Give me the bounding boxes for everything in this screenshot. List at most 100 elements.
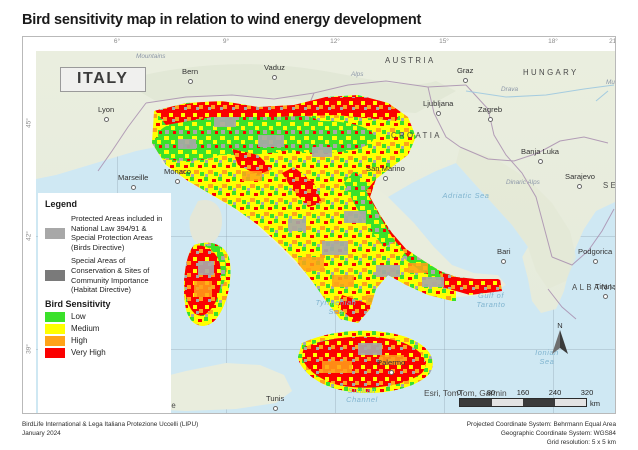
city-marker-icon xyxy=(272,406,278,411)
north-arrow-icon xyxy=(552,330,568,354)
feature-label: Alps xyxy=(351,71,364,78)
legend-label-high: High xyxy=(71,335,88,345)
feature-label: Dinaric Alps xyxy=(506,179,540,186)
legend-title: Legend xyxy=(45,199,78,209)
longitude-axis: 6° 9° 12° 15° 18° 21° xyxy=(23,37,615,51)
graticule-line xyxy=(226,51,227,413)
scale-bar-tick: 0 xyxy=(456,388,462,397)
map-canvas[interactable]: ITALY AUSTRIA HUNGARY CROATIA SERBIA ALBANIA… xyxy=(36,51,615,413)
country-label: CROATIA xyxy=(391,131,442,140)
legend-swatch-conservation-areas xyxy=(45,270,65,282)
city-marker-icon xyxy=(537,159,543,164)
legend-item-conservation-areas: Special Areas of Conservation & Sites of… xyxy=(45,256,166,294)
legend-label-conservation-areas: Special Areas of Conservation & Sites of… xyxy=(71,256,150,295)
city-label: Marseille xyxy=(118,167,148,190)
scale-bar-unit: km xyxy=(590,399,600,408)
city-label: Graz xyxy=(457,60,473,83)
legend-swatch-low xyxy=(45,311,65,322)
city-name: San Marino xyxy=(366,164,405,173)
city-label: Bern xyxy=(182,61,198,84)
footer-coordinate-info: Projected Coordinate System: Behrmann Eq… xyxy=(467,420,616,447)
city-marker-icon xyxy=(187,79,193,84)
city-label: Zagreb xyxy=(478,99,502,122)
latitude-tick: 45° xyxy=(25,118,33,128)
city-label: Bari xyxy=(497,241,511,264)
footer-grid-resolution: Grid resolution: 5 x 5 km xyxy=(546,439,616,446)
city-marker-icon xyxy=(271,75,277,80)
city-label: Monaco xyxy=(164,161,191,184)
inset-title-box: ITALY xyxy=(60,67,146,92)
latitude-tick: 39° xyxy=(25,344,33,354)
city-label: Sarajevo xyxy=(565,166,595,189)
city-label: San Marino xyxy=(366,158,405,181)
longitude-tick: 21° xyxy=(609,38,616,45)
city-name: Monaco xyxy=(164,167,192,176)
scale-seg xyxy=(460,399,492,406)
legend-item-medium: Medium xyxy=(45,323,166,334)
city-name: Banja Luka xyxy=(521,147,559,156)
city-label: Banja Luka xyxy=(521,141,559,164)
city-name: Zagreb xyxy=(478,105,503,114)
north-arrow: N xyxy=(549,322,571,361)
footer-credit-date: January 2024 xyxy=(22,430,61,437)
bird-sensitivity-raster xyxy=(152,95,502,393)
city-name: Vaduz xyxy=(264,63,285,72)
city-marker-icon xyxy=(603,294,609,299)
legend-item-low: Low xyxy=(45,311,166,322)
scale-bar-tick: 320 xyxy=(580,388,594,397)
city-marker-icon xyxy=(592,259,598,264)
city-label: Podgorica xyxy=(578,241,612,264)
scale-bar-tick: 80 xyxy=(486,388,496,397)
legend-swatch-medium xyxy=(45,323,65,334)
scale-seg xyxy=(491,399,523,406)
legend-item-protected-areas: Protected Areas included in National Law… xyxy=(45,214,166,252)
city-name: Sarajevo xyxy=(565,172,595,181)
feature-label: Mountains xyxy=(136,53,166,60)
footer-geographic-crs: Geographic Coordinate System: WGS84 xyxy=(500,430,616,437)
latitude-axis: 45° 42° 39° xyxy=(23,37,36,413)
inset-title-text: ITALY xyxy=(77,70,129,87)
city-marker-icon xyxy=(501,259,507,264)
north-arrow-label: N xyxy=(557,321,563,330)
city-name: Bern xyxy=(182,67,199,76)
city-marker-icon xyxy=(462,78,468,83)
city-name: Podgorica xyxy=(578,247,613,256)
legend-subtitle-bird-sensitivity: Bird Sensitivity xyxy=(45,298,111,309)
latitude-tick: 42° xyxy=(25,231,33,241)
longitude-tick: 9° xyxy=(222,38,230,45)
city-marker-icon xyxy=(388,370,394,375)
city-name: Marseille xyxy=(118,173,149,182)
city-label: Tunis xyxy=(266,388,284,411)
city-label: Ljubljana xyxy=(423,93,453,116)
city-name: Lyon xyxy=(98,105,115,114)
legend-item-very-high: Very High xyxy=(45,347,166,358)
sea-label: Gulf of Taranto xyxy=(476,291,506,309)
legend-swatch-high xyxy=(45,335,65,346)
legend-panel: Legend Protected Areas included in Natio… xyxy=(38,193,171,413)
city-name: Ljubljana xyxy=(423,99,454,108)
legend-label-protected-areas: Protected Areas included in National Law… xyxy=(71,214,163,252)
longitude-tick: 15° xyxy=(439,38,449,45)
city-name: Palermo xyxy=(377,358,406,367)
scale-bar: 0 80 160 240 320 km xyxy=(456,388,609,408)
map-frame[interactable]: 6° 9° 12° 15° 18° 21° 45° 42° 39° xyxy=(22,36,616,414)
city-marker-icon xyxy=(487,117,493,122)
city-marker-icon xyxy=(130,185,136,190)
scale-bar-tick: 160 xyxy=(516,388,530,397)
city-marker-icon xyxy=(103,117,109,122)
scale-bar-tick: 240 xyxy=(548,388,562,397)
sea-label: Adriatic Sea xyxy=(442,191,490,200)
longitude-tick: 6° xyxy=(113,38,121,45)
city-marker-icon xyxy=(382,176,388,181)
legend-swatch-protected-areas xyxy=(45,227,65,239)
scale-seg xyxy=(554,399,586,406)
feature-label: Drava xyxy=(501,86,519,93)
city-marker-icon xyxy=(577,184,583,189)
legend-label-very-high: Very High xyxy=(71,347,106,357)
city-label: Vaduz xyxy=(264,57,285,80)
city-name: Bari xyxy=(497,247,511,256)
city-name: Tirana xyxy=(595,282,615,291)
sea-label: Tyrrhenian Sea xyxy=(315,298,357,316)
scale-bar-graphic xyxy=(459,398,587,407)
city-marker-icon xyxy=(175,179,181,184)
